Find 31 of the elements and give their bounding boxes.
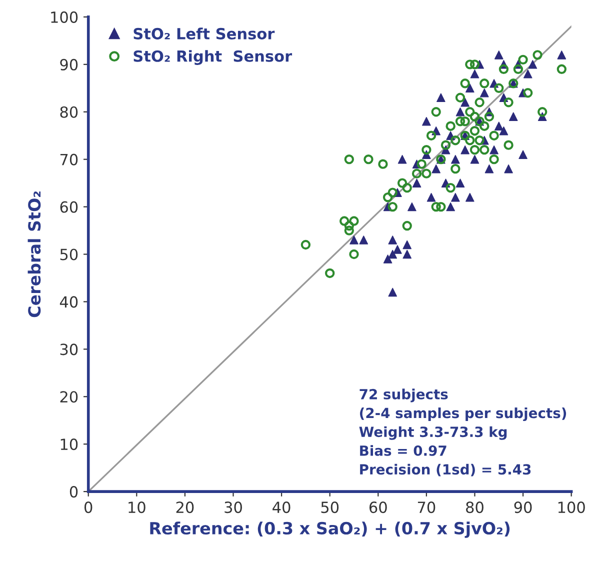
y-tick-label: 0 (70, 486, 78, 498)
x-tick-label: 20 (176, 502, 194, 514)
y-tick-label: 70 (60, 154, 78, 166)
x-tick-label: 60 (369, 502, 387, 514)
y-tick-label: 60 (60, 201, 78, 213)
y-axis-title: Cerebral StO₂ (28, 191, 41, 318)
y-tick-label: 100 (51, 11, 78, 23)
annotation: Precision (1sd) = 5.43 (360, 464, 531, 476)
x-tick-label: 80 (466, 502, 484, 514)
y-tick-label: 80 (60, 106, 78, 118)
y-tick-label: 20 (60, 391, 78, 403)
legend-label: StO₂ Right Sensor (134, 50, 292, 65)
x-tick-label: 40 (272, 502, 290, 514)
y-tick-label: 10 (60, 438, 78, 450)
y-tick-label: 50 (60, 248, 78, 260)
annotation: (2-4 samples per subjects) (360, 408, 566, 422)
x-tick-label: 50 (321, 502, 339, 514)
legend-label: StO₂ Left Sensor (134, 28, 275, 40)
x-tick-label: 30 (224, 502, 242, 514)
annotation: Weight 3.3-73.3 kg (359, 426, 507, 440)
x-tick-label: 10 (128, 502, 146, 514)
y-tick-label: 40 (60, 296, 78, 308)
y-tick-label: 30 (60, 344, 78, 356)
x-axis-title: Reference: (0.3 x SaO₂) + (0.7 x SjvO₂) (150, 522, 510, 538)
annotation: Bias = 0.97 (360, 445, 446, 456)
x-tick-label: 70 (418, 502, 436, 514)
y-tick-label: 90 (60, 58, 78, 70)
annotation: 72 subjects (360, 388, 448, 402)
x-tick-label: 90 (514, 502, 532, 514)
x-tick-label: 100 (558, 502, 585, 514)
x-tick-label: 0 (84, 502, 92, 514)
